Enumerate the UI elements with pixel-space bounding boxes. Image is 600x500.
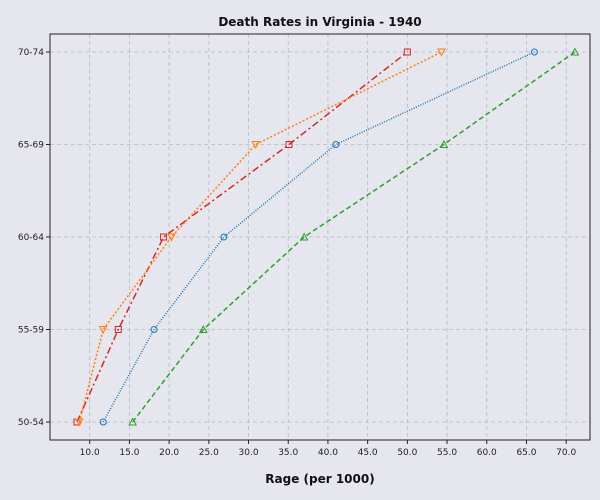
data-point (198, 324, 208, 333)
y-tick-label: 70-74 (18, 48, 44, 58)
grid (50, 34, 590, 440)
x-tick-label: 30.0 (239, 448, 259, 458)
x-tick-label: 40.0 (318, 448, 338, 458)
x-tick-label: 70.0 (556, 448, 576, 458)
x-tick-label: 20.0 (159, 448, 179, 458)
data-point (150, 326, 158, 333)
x-tick-label: 35.0 (278, 448, 298, 458)
y-tick-label: 60-64 (18, 233, 44, 243)
x-tick-label: 10.0 (80, 448, 100, 458)
data-point (403, 48, 411, 56)
data-point (570, 47, 580, 56)
series-line (76, 51, 408, 423)
data-point (251, 141, 261, 150)
data-point (530, 48, 538, 56)
series-line (102, 51, 535, 423)
data-point (128, 417, 137, 426)
data-point (160, 233, 168, 241)
data-point (98, 326, 108, 335)
x-tick-label: 15.0 (119, 448, 139, 458)
series-1 (75, 48, 446, 427)
axes: 10.0 15.0 20.0 25.0 30.0 35.0 40.0 45.0 50.0 55.0… (18, 33, 591, 458)
data-point (437, 48, 446, 57)
series-line (132, 51, 576, 423)
data-point (75, 418, 84, 427)
series-layer (73, 47, 580, 427)
data-point (220, 233, 228, 241)
chart-title: Death Rates in Virginia - 1940 (218, 15, 421, 29)
data-point (285, 141, 293, 148)
series-2 (99, 48, 538, 426)
x-tick-label: 60.0 (477, 448, 497, 458)
data-point (167, 233, 176, 242)
data-point (114, 326, 122, 333)
x-axis-label: Rage (per 1000) (265, 472, 374, 486)
data-point (299, 232, 309, 241)
x-tick-label: 65.0 (516, 448, 536, 458)
plot-frame (49, 33, 591, 441)
y-tick-label: 65-69 (18, 141, 44, 151)
x-tick-label: 45.0 (358, 448, 378, 458)
x-tick-label: 55.0 (437, 448, 457, 458)
data-point (99, 418, 107, 426)
series-line (78, 51, 442, 423)
x-tick-label: 25.0 (199, 448, 219, 458)
y-tick-label: 55-59 (18, 326, 44, 336)
data-point (439, 139, 449, 148)
x-tick-label: 50.0 (397, 448, 417, 458)
data-point (332, 141, 340, 148)
y-tick-label: 50-54 (18, 418, 44, 428)
series-3 (128, 47, 580, 426)
